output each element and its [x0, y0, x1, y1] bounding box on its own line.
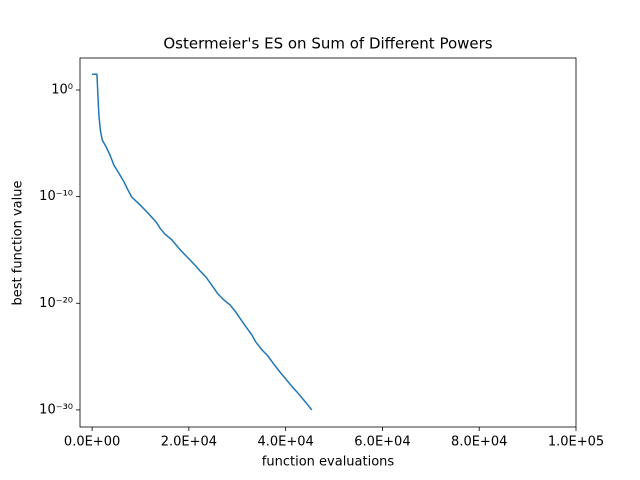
- data-line: [92, 73, 313, 411]
- y-tick-label: 10⁰: [51, 82, 73, 97]
- y-tick-label: 10⁻²⁰: [39, 296, 73, 311]
- x-tick-label: 1.0E+05: [548, 435, 604, 450]
- x-axis-label: function evaluations: [262, 455, 395, 470]
- chart-title: Ostermeier's ES on Sum of Different Powe…: [163, 35, 492, 53]
- x-tick-label: 0.0E+00: [64, 435, 120, 450]
- y-axis-label: best function value: [11, 181, 26, 306]
- x-tick-label: 4.0E+04: [257, 435, 313, 450]
- x-tick-label: 8.0E+04: [451, 435, 507, 450]
- x-tick-label: 6.0E+04: [354, 435, 410, 450]
- x-tick-label: 2.0E+04: [161, 435, 217, 450]
- y-tick-label: 10⁻¹⁰: [39, 189, 73, 204]
- y-tick-label: 10⁻³⁰: [39, 402, 73, 417]
- plot-frame: [79, 57, 577, 428]
